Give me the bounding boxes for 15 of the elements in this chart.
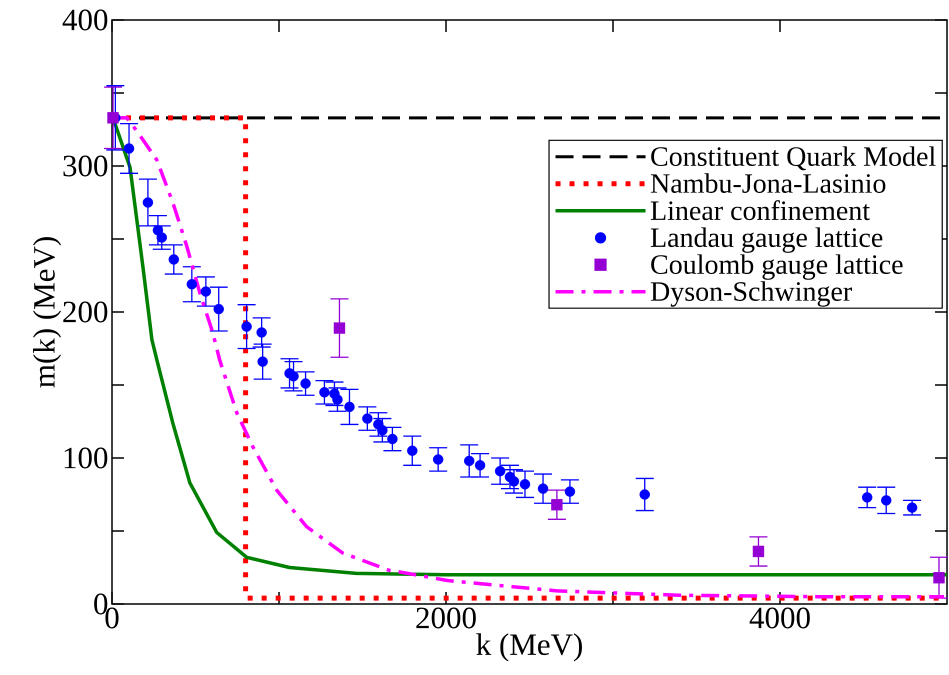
y-tick-label: 300 xyxy=(63,156,108,176)
y-tick-label: 100 xyxy=(64,448,108,468)
x-axis-title: k (MeV) xyxy=(476,633,582,662)
y-tick-label: 400 xyxy=(62,10,108,30)
legend-label: Linear confinement xyxy=(650,200,870,220)
x-tick-label: 2000 xyxy=(416,608,476,628)
legend-label: Constituent Quark Model xyxy=(651,146,936,170)
y-axis-title: m(k) (MeV) xyxy=(32,237,62,388)
legend-label: Nambu-Jona-Lasinio xyxy=(650,173,886,193)
y-tick-label: 0 xyxy=(94,594,108,614)
legend-label: Landau gauge lattice xyxy=(650,227,882,253)
x-tick-label: 4000 xyxy=(750,608,810,628)
legend-label: Dyson-Schwinger xyxy=(650,281,852,307)
legend-label: Coulomb gauge lattice xyxy=(651,254,903,280)
y-tick-label: 200 xyxy=(63,302,108,322)
